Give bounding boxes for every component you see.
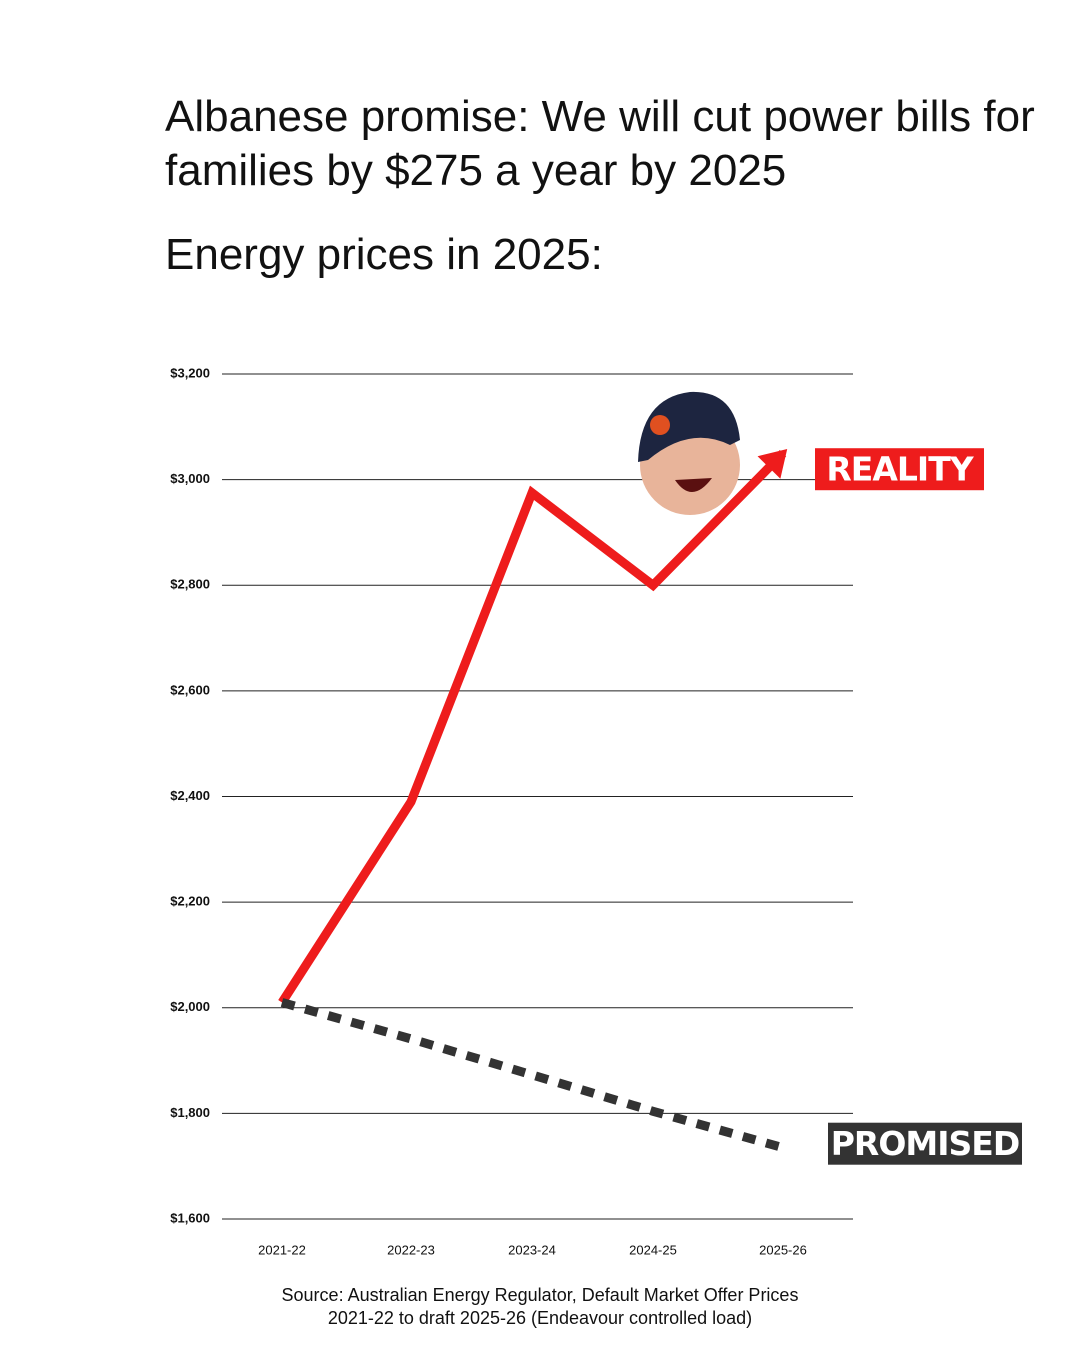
- source-note: Source: Australian Energy Regulator, Def…: [282, 1285, 799, 1305]
- arrow-head: [757, 448, 788, 479]
- source-note: 2021-22 to draft 2025-26 (Endeavour cont…: [328, 1308, 752, 1328]
- y-tick-label: $2,200: [170, 894, 210, 909]
- y-tick-label: $1,800: [170, 1105, 210, 1120]
- legend-label: REALITY: [826, 450, 974, 489]
- x-tick-label: 2022-23: [387, 1242, 435, 1257]
- y-tick-label: $2,000: [170, 999, 210, 1014]
- legend-box: [815, 448, 984, 491]
- chart-subtitle: Energy prices in 2025:: [165, 230, 603, 279]
- y-tick-label: $2,600: [170, 682, 210, 697]
- y-tick-label: $3,000: [170, 471, 210, 486]
- face-illustration: [638, 391, 740, 515]
- y-tick-label: $1,600: [170, 1210, 210, 1225]
- y-tick-label: $2,800: [170, 577, 210, 592]
- x-tick-label: 2021-22: [258, 1242, 306, 1257]
- legend-box: [828, 1122, 1022, 1165]
- x-tick-label: 2025-26: [759, 1242, 807, 1257]
- legend-label: PROMISED: [831, 1124, 1019, 1163]
- chart-title: Albanese promise: We will cut power bill…: [165, 92, 1035, 195]
- series-line: [278, 450, 787, 1005]
- y-tick-label: $2,400: [170, 788, 210, 803]
- x-tick-label: 2024-25: [629, 1242, 677, 1257]
- series-line: [280, 998, 785, 1153]
- x-tick-label: 2023-24: [508, 1242, 556, 1257]
- y-tick-label: $3,200: [170, 365, 210, 380]
